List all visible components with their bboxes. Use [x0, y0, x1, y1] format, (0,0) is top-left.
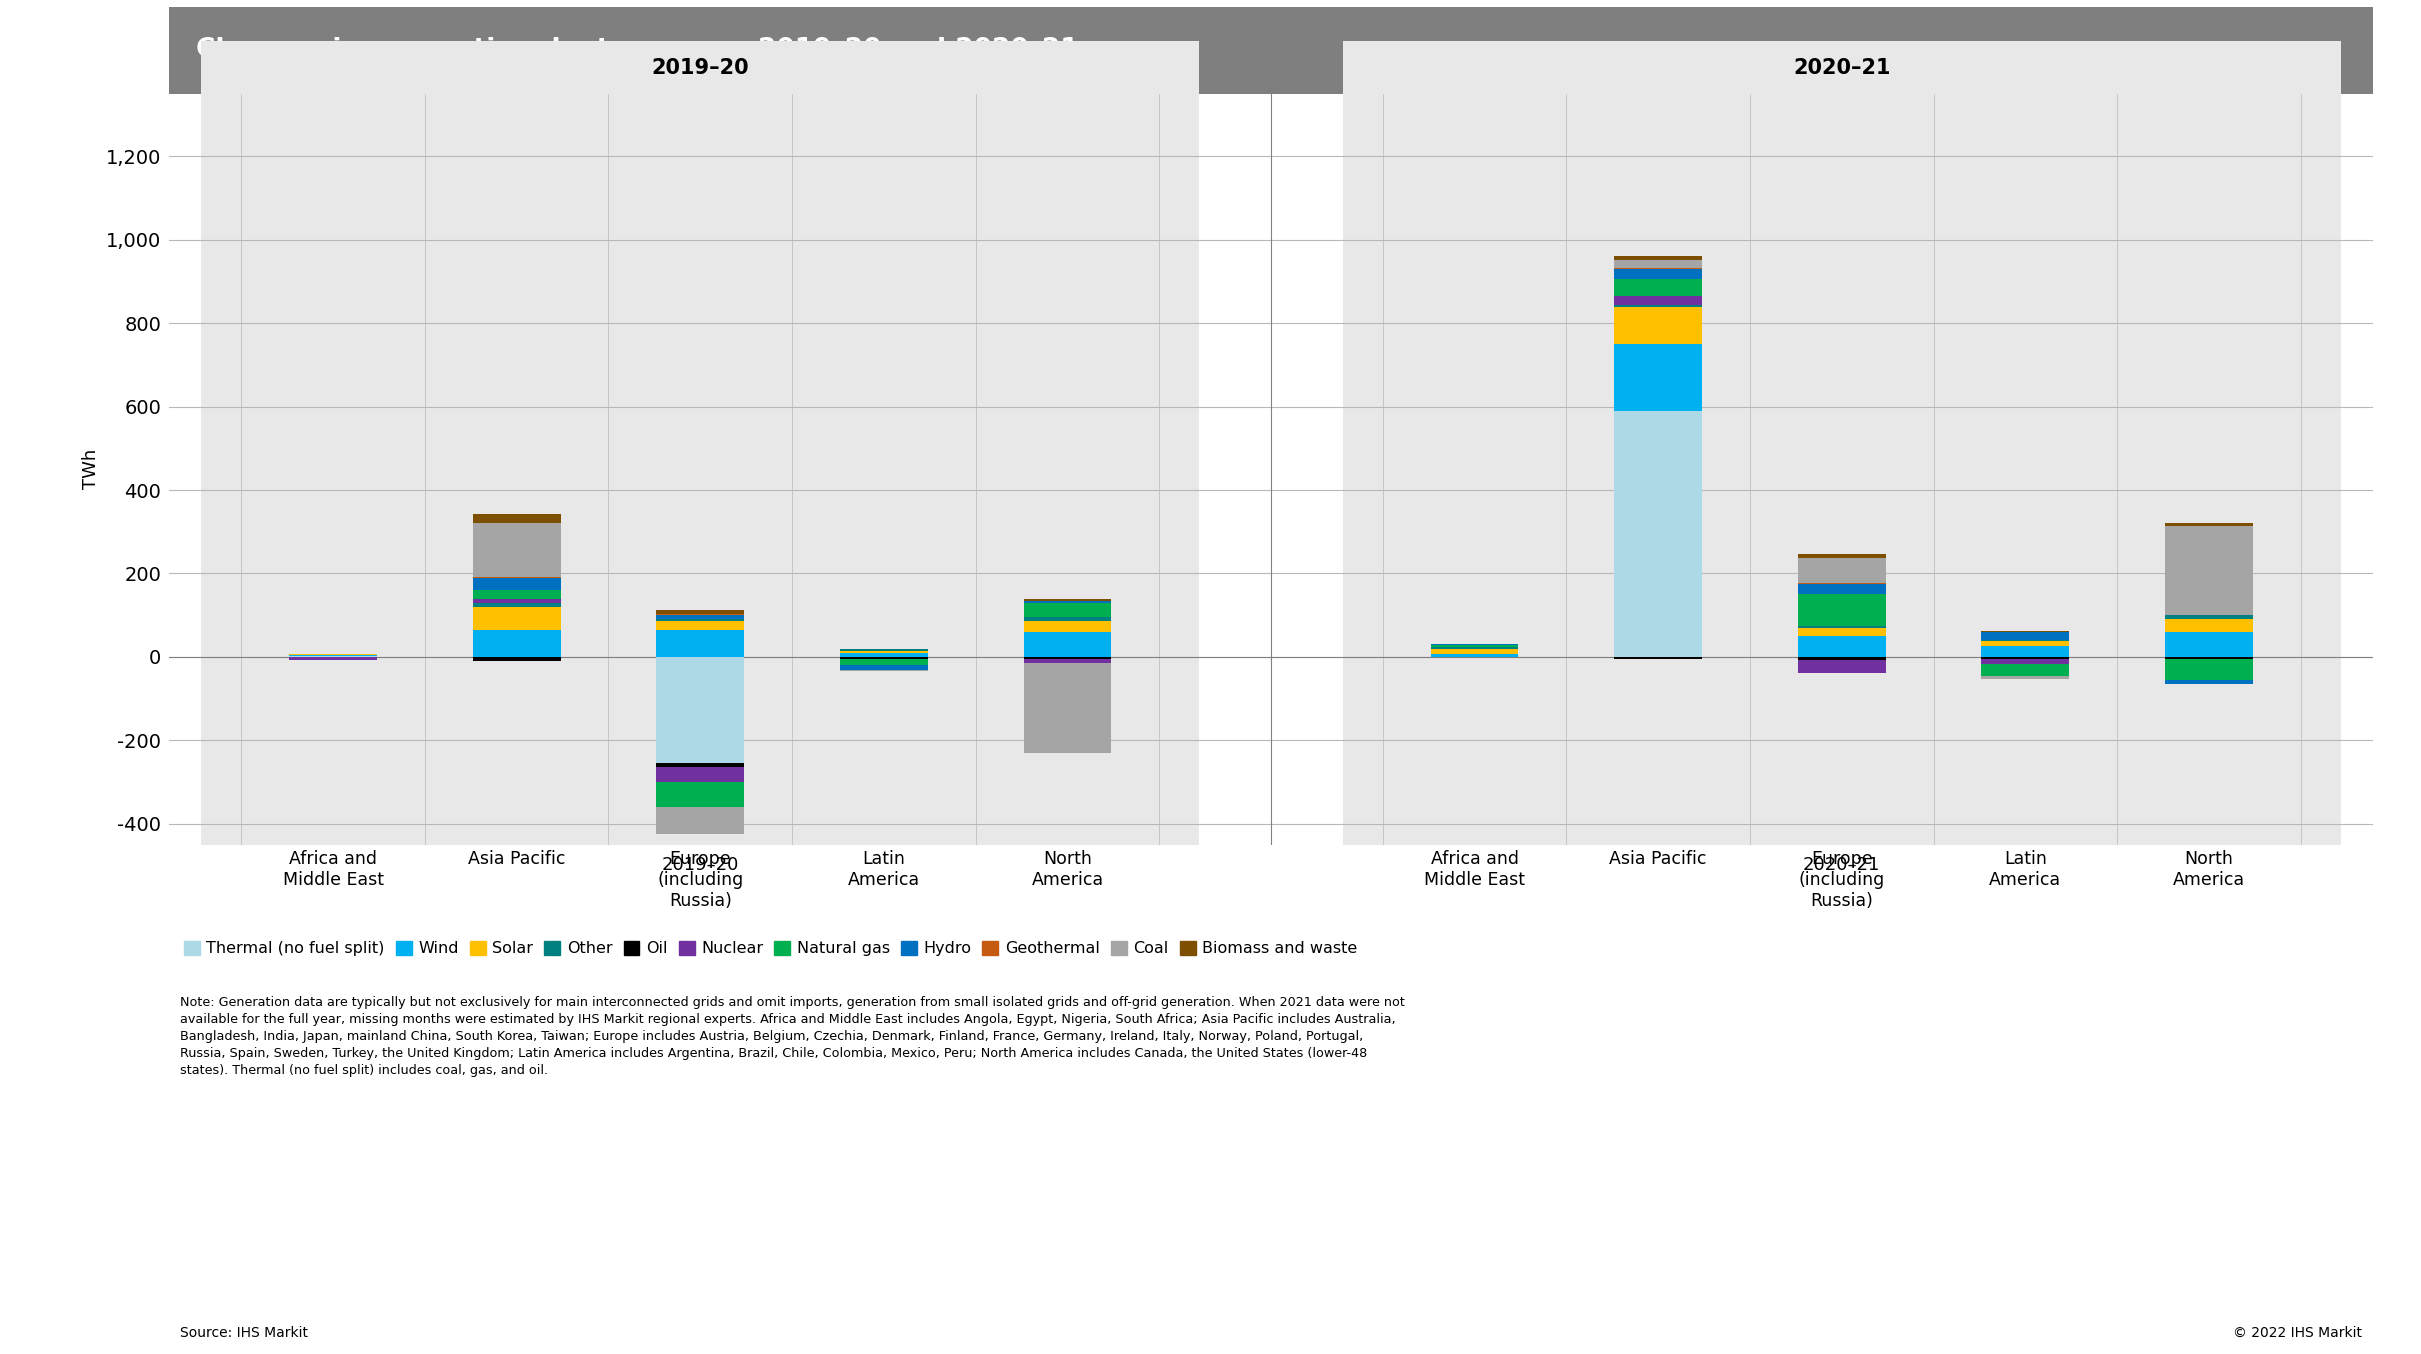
- Bar: [472, 578, 562, 590]
- Bar: [1615, 297, 1702, 305]
- Bar: [656, 768, 743, 783]
- Bar: [1615, 256, 1702, 260]
- Bar: [1615, 344, 1702, 410]
- Bar: [1615, 306, 1702, 344]
- Bar: [2164, 525, 2254, 615]
- Bar: [472, 523, 562, 577]
- Bar: [472, 630, 562, 657]
- Bar: [472, 590, 562, 598]
- Legend: Thermal (no fuel split), Wind, Solar, Other, Oil, Nuclear, Natural gas, Hydro, G: Thermal (no fuel split), Wind, Solar, Ot…: [177, 934, 1363, 963]
- Bar: [1615, 279, 1702, 297]
- Bar: [1024, 657, 1111, 659]
- Bar: [1431, 649, 1518, 654]
- Text: 2019–20: 2019–20: [651, 58, 748, 77]
- Bar: [1024, 601, 1111, 603]
- Bar: [1431, 654, 1518, 657]
- Bar: [1344, 42, 2341, 93]
- Bar: [201, 42, 1198, 93]
- Bar: [1024, 603, 1111, 617]
- Bar: [2164, 619, 2254, 632]
- Bar: [656, 621, 743, 630]
- Text: © 2022 IHS Markit: © 2022 IHS Markit: [2232, 1326, 2360, 1340]
- Bar: [1615, 305, 1702, 306]
- Bar: [1344, 93, 2341, 845]
- Bar: [1980, 663, 2070, 677]
- Bar: [1024, 659, 1111, 663]
- Bar: [1980, 642, 2070, 646]
- Bar: [2164, 659, 2254, 680]
- Text: Changes in generation, by type, over 2019–20 and 2020–21: Changes in generation, by type, over 201…: [196, 38, 1080, 64]
- Bar: [1799, 594, 1886, 626]
- Bar: [2164, 657, 2254, 659]
- Bar: [1615, 260, 1702, 268]
- Bar: [1980, 657, 2070, 659]
- Bar: [2164, 524, 2254, 525]
- Bar: [1024, 632, 1111, 657]
- Text: 2019–20: 2019–20: [661, 856, 738, 873]
- Bar: [656, 807, 743, 834]
- Y-axis label: TWh: TWh: [82, 450, 99, 489]
- Bar: [1980, 632, 2070, 640]
- Bar: [840, 651, 927, 653]
- Bar: [288, 657, 378, 661]
- Text: Source: IHS Markit: Source: IHS Markit: [182, 1326, 307, 1340]
- Bar: [656, 619, 743, 621]
- Bar: [656, 630, 743, 657]
- Bar: [1799, 657, 1886, 661]
- Bar: [1615, 269, 1702, 279]
- Bar: [1980, 677, 2070, 678]
- Bar: [472, 657, 562, 661]
- Bar: [1615, 657, 1702, 659]
- Bar: [656, 657, 743, 764]
- Bar: [201, 93, 1198, 845]
- Text: 2020–21: 2020–21: [1804, 856, 1881, 873]
- Bar: [840, 665, 927, 670]
- Bar: [1980, 646, 2070, 657]
- Bar: [1799, 558, 1886, 584]
- Bar: [1024, 621, 1111, 632]
- Bar: [840, 659, 927, 665]
- Bar: [2164, 680, 2254, 684]
- Bar: [1799, 628, 1886, 636]
- Text: 2020–21: 2020–21: [1794, 58, 1891, 77]
- Bar: [656, 615, 743, 619]
- Bar: [1024, 617, 1111, 621]
- Bar: [840, 657, 927, 659]
- Bar: [840, 653, 927, 657]
- Bar: [1799, 661, 1886, 673]
- Bar: [1980, 659, 2070, 663]
- Bar: [472, 603, 562, 607]
- Text: Note: Generation data are typically but not exclusively for main interconnected : Note: Generation data are typically but …: [182, 997, 1404, 1078]
- Bar: [1431, 646, 1518, 647]
- Bar: [656, 611, 743, 615]
- Bar: [1615, 410, 1702, 657]
- Bar: [2164, 632, 2254, 657]
- Bar: [656, 783, 743, 807]
- Bar: [1024, 663, 1111, 753]
- Bar: [2164, 615, 2254, 619]
- Bar: [1799, 584, 1886, 594]
- Bar: [1799, 636, 1886, 657]
- Bar: [472, 607, 562, 630]
- Bar: [1799, 626, 1886, 628]
- Bar: [472, 515, 562, 523]
- Bar: [1799, 554, 1886, 558]
- Bar: [472, 598, 562, 603]
- Bar: [656, 764, 743, 768]
